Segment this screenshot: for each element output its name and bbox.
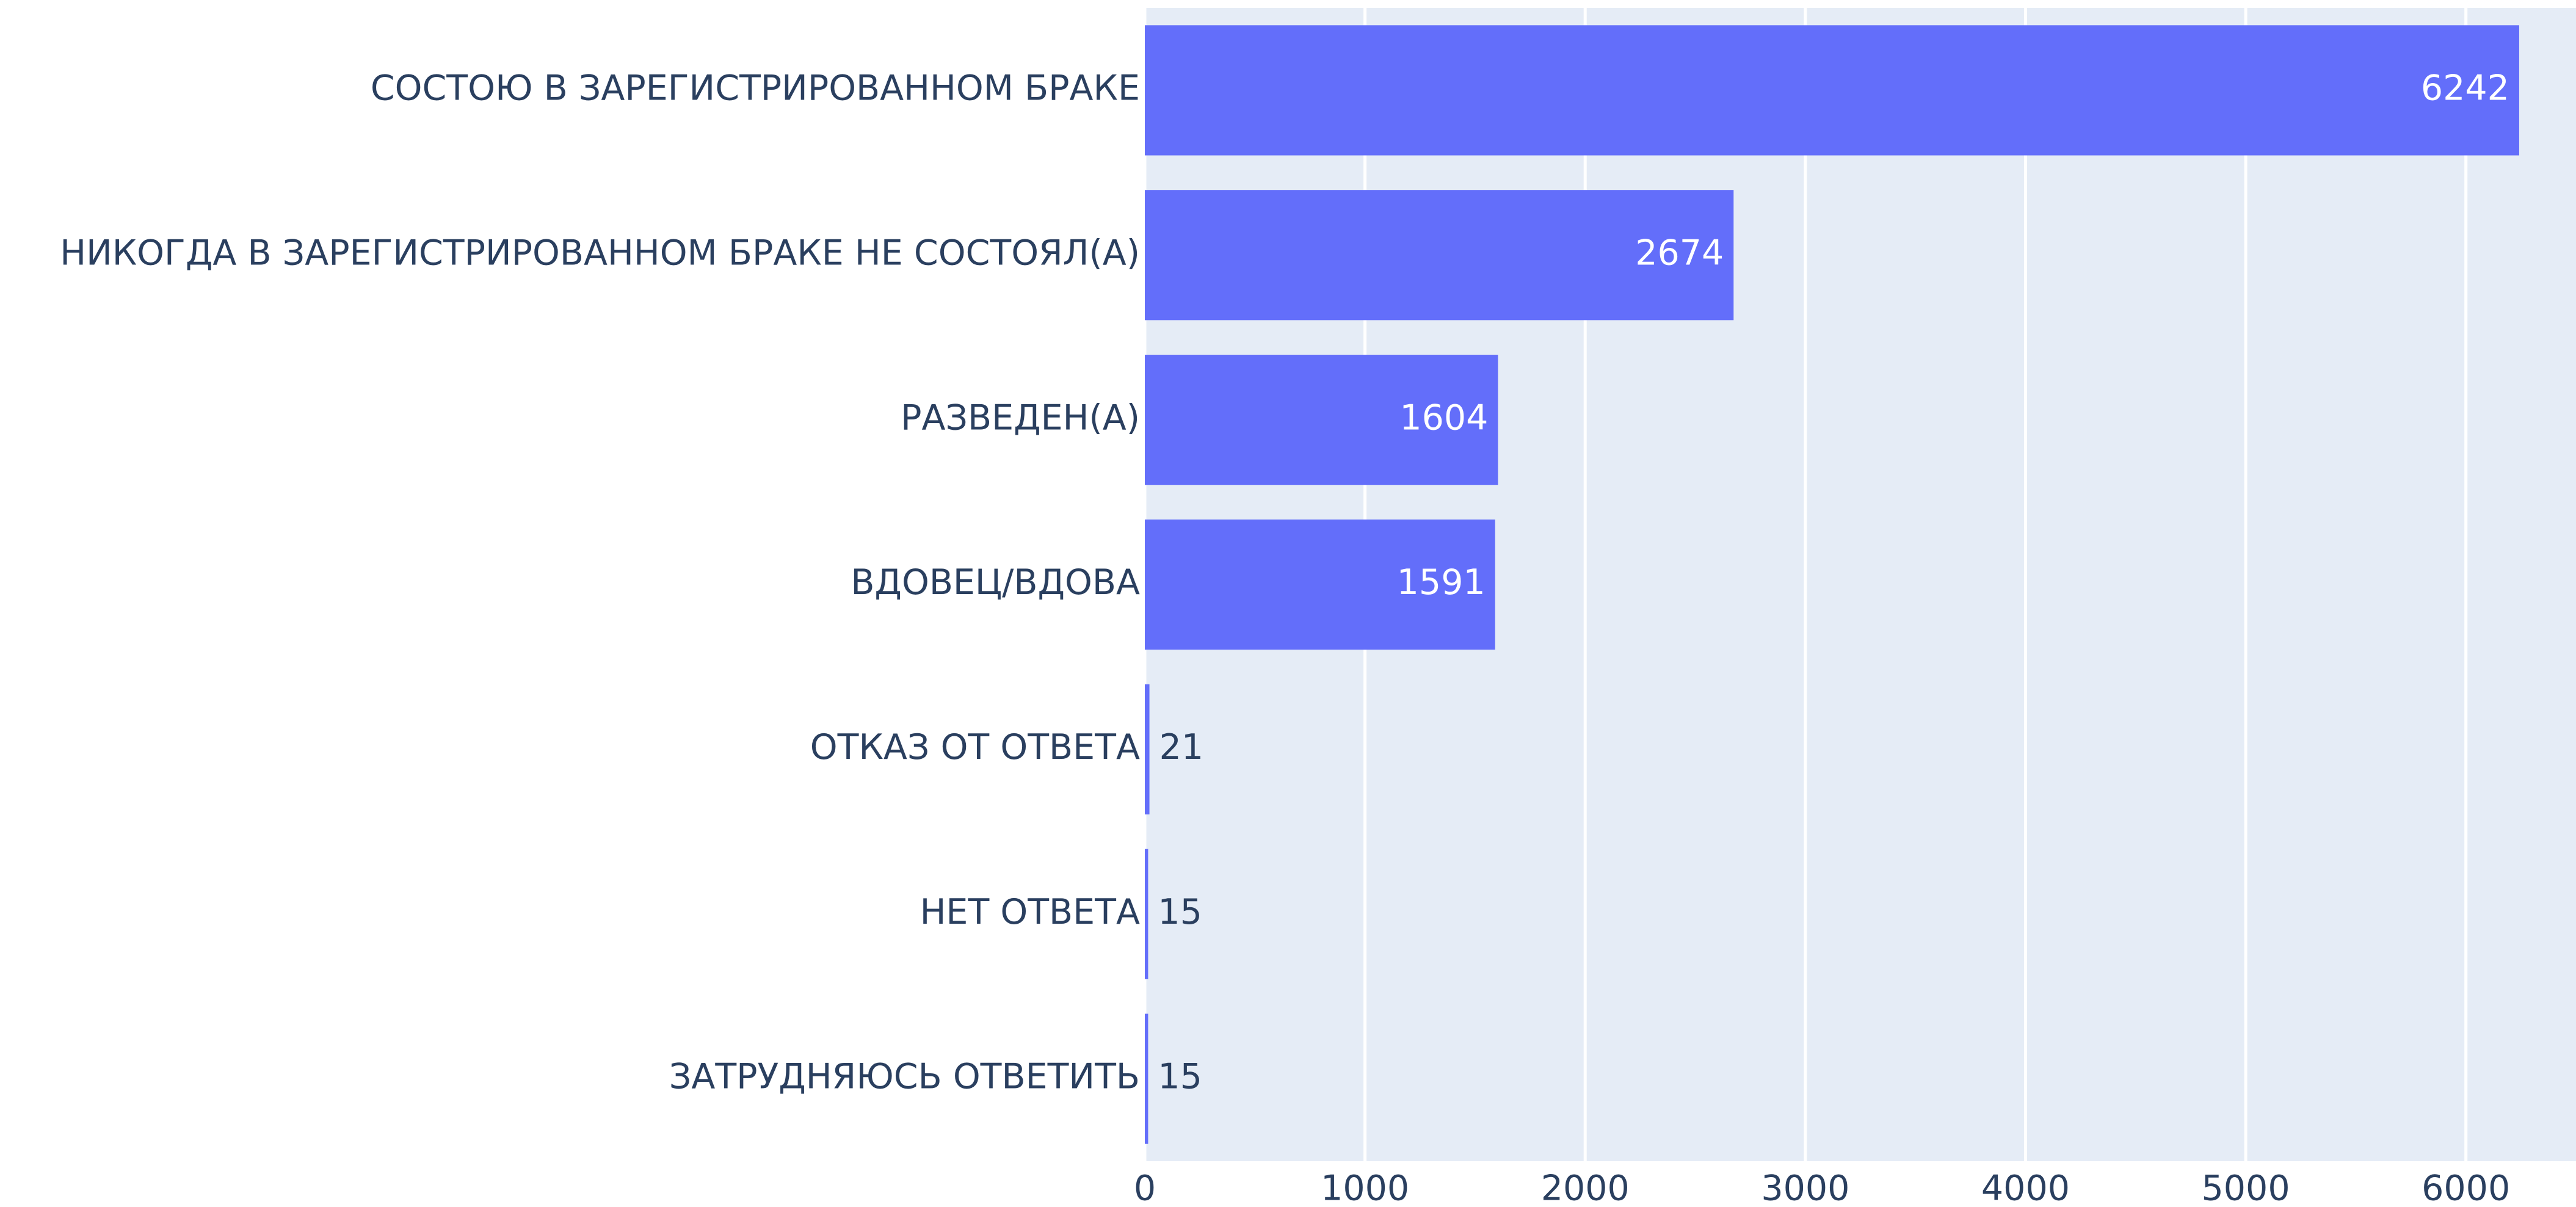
y-tick-label: ЗАТРУДНЯЮСЬ ОТВЕТИТЬ xyxy=(669,1057,1140,1097)
y-tick-label: ВДОВЕЦ/ВДОВА xyxy=(851,562,1140,603)
y-tick-label: СОСТОЮ В ЗАРЕГИСТРИРОВАННОМ БРАКЕ xyxy=(371,68,1140,109)
bar xyxy=(1145,25,2519,156)
y-tick-label: НИКОГДА В ЗАРЕГИСТРИРОВАННОМ БРАКЕ НЕ СО… xyxy=(60,233,1140,273)
bar xyxy=(1145,519,1495,650)
x-tick-label: 2000 xyxy=(1541,1169,1630,1207)
x-tick-label: 3000 xyxy=(1761,1169,1849,1207)
bar xyxy=(1145,190,1734,321)
x-tick-label: 0 xyxy=(1134,1169,1156,1207)
y-tick-label: ОТКАЗ ОТ ОТВЕТА xyxy=(810,727,1140,767)
x-tick-label: 1000 xyxy=(1321,1169,1409,1207)
x-tick-label: 5000 xyxy=(2202,1169,2290,1207)
data-label: 1591 xyxy=(1397,562,1486,603)
data-label: 6242 xyxy=(2421,68,2509,109)
x-tick-label: 6000 xyxy=(2422,1169,2510,1207)
bar xyxy=(1145,355,1498,485)
data-label: 2674 xyxy=(1635,233,1724,273)
data-label: 15 xyxy=(1158,892,1202,932)
bar xyxy=(1145,1013,1148,1144)
y-tick-label: НЕТ ОТВЕТА xyxy=(920,892,1140,932)
x-tick-label: 4000 xyxy=(1981,1169,2070,1207)
data-label: 1604 xyxy=(1399,397,1488,438)
data-label: 15 xyxy=(1158,1057,1202,1097)
data-label: 21 xyxy=(1159,727,1204,767)
bar xyxy=(1145,684,1150,814)
y-tick-label: РАЗВЕДЕН(А) xyxy=(901,397,1140,438)
bar xyxy=(1145,849,1148,979)
